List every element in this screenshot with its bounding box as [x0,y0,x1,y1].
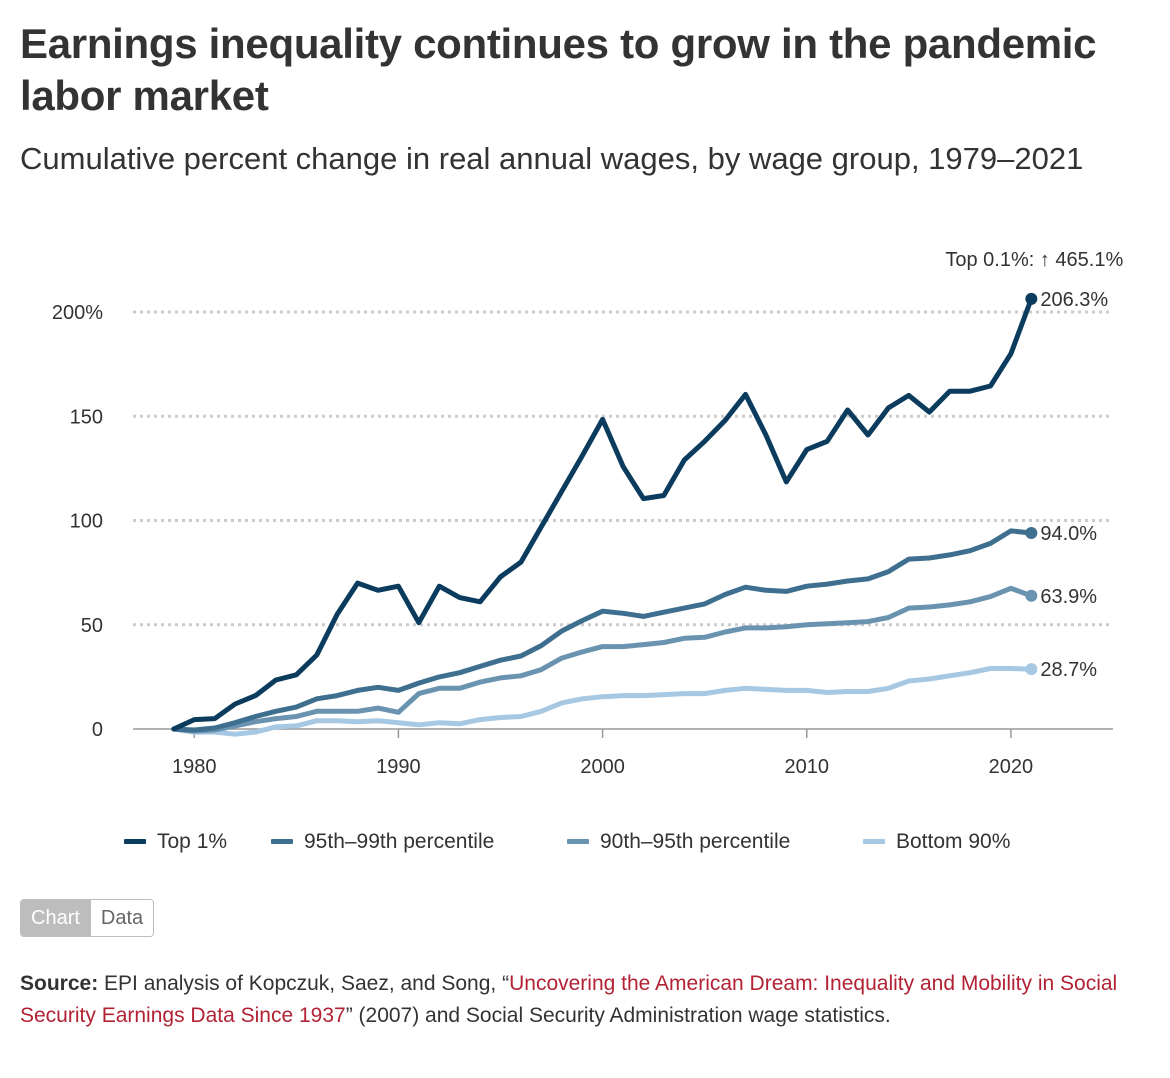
y-tick-label: 50 [81,615,103,637]
chart-data-toggle: Chart Data [20,899,155,937]
end-labels: 206.3% 94.0% 63.9% 28.7% [1025,289,1108,681]
y-tick-label: 100 [70,511,103,533]
legend-swatch [567,839,589,844]
source-label: Source: [20,972,99,995]
chart-subtitle: Cumulative percent change in real annual… [20,141,1084,176]
x-tick-label: 2020 [989,756,1034,778]
chart-tab-button[interactable]: Chart [21,900,90,936]
series-end-label: 28.7% [1040,659,1097,681]
x-tick-label: 2000 [580,756,625,778]
legend-label: 95th–99th percentile [304,830,494,853]
chart-title: Earnings inequality continues to grow in… [20,20,1097,119]
series-lines [171,296,1034,737]
series-end-label: 63.9% [1040,586,1097,608]
series-line-95th-99th-percentile [171,528,1034,733]
legend-swatch [124,839,146,844]
data-tab-button[interactable]: Data [89,900,154,936]
series-end-label: 94.0% [1040,523,1097,545]
source-text-pre: EPI analysis of Kopczuk, Saez, and Song,… [98,972,510,995]
axes: 0 50 100 150 200% 1980 1990 2000 2010 2020 [52,302,1113,778]
series-end-point [1025,663,1038,676]
series-line-bottom-90- [171,666,1034,737]
source-link[interactable]: Uncovering the American Dream: Inequalit… [20,972,1118,1027]
series-line-90th-95th-percentile [171,585,1034,734]
x-tick-label: 1990 [376,756,421,778]
y-tick-label: 150 [70,406,103,428]
source-text-post: ” (2007) and Social Security Administrat… [345,1004,891,1027]
legend-label: 90th–95th percentile [600,830,790,853]
y-tick-label: 200% [52,302,103,324]
source-note: Source: EPI analysis of Kopczuk, Saez, a… [20,968,1140,1032]
series-line-top-1- [171,296,1034,732]
series-end-point [1025,589,1038,602]
legend-swatch [271,839,293,844]
series-end-label: 206.3% [1040,289,1108,311]
series-end-point [1025,527,1038,540]
legend-swatch [863,839,885,844]
x-tick-label: 2010 [785,756,830,778]
legend: Top 1% 95th–99th percentile 90th–95th perc… [124,830,1010,853]
legend-label: Bottom 90% [896,830,1010,853]
y-tick-label: 0 [92,719,103,741]
top-0-1-annotation: Top 0.1%: ↑ 465.1% [945,249,1123,271]
x-tick-label: 1980 [172,756,217,778]
line-chart: 0 50 100 150 200% 1980 1990 2000 2010 2020 206.3%… [52,249,1124,853]
series-end-point [1025,292,1038,305]
gridlines [133,310,1113,627]
legend-label: Top 1% [157,830,227,853]
